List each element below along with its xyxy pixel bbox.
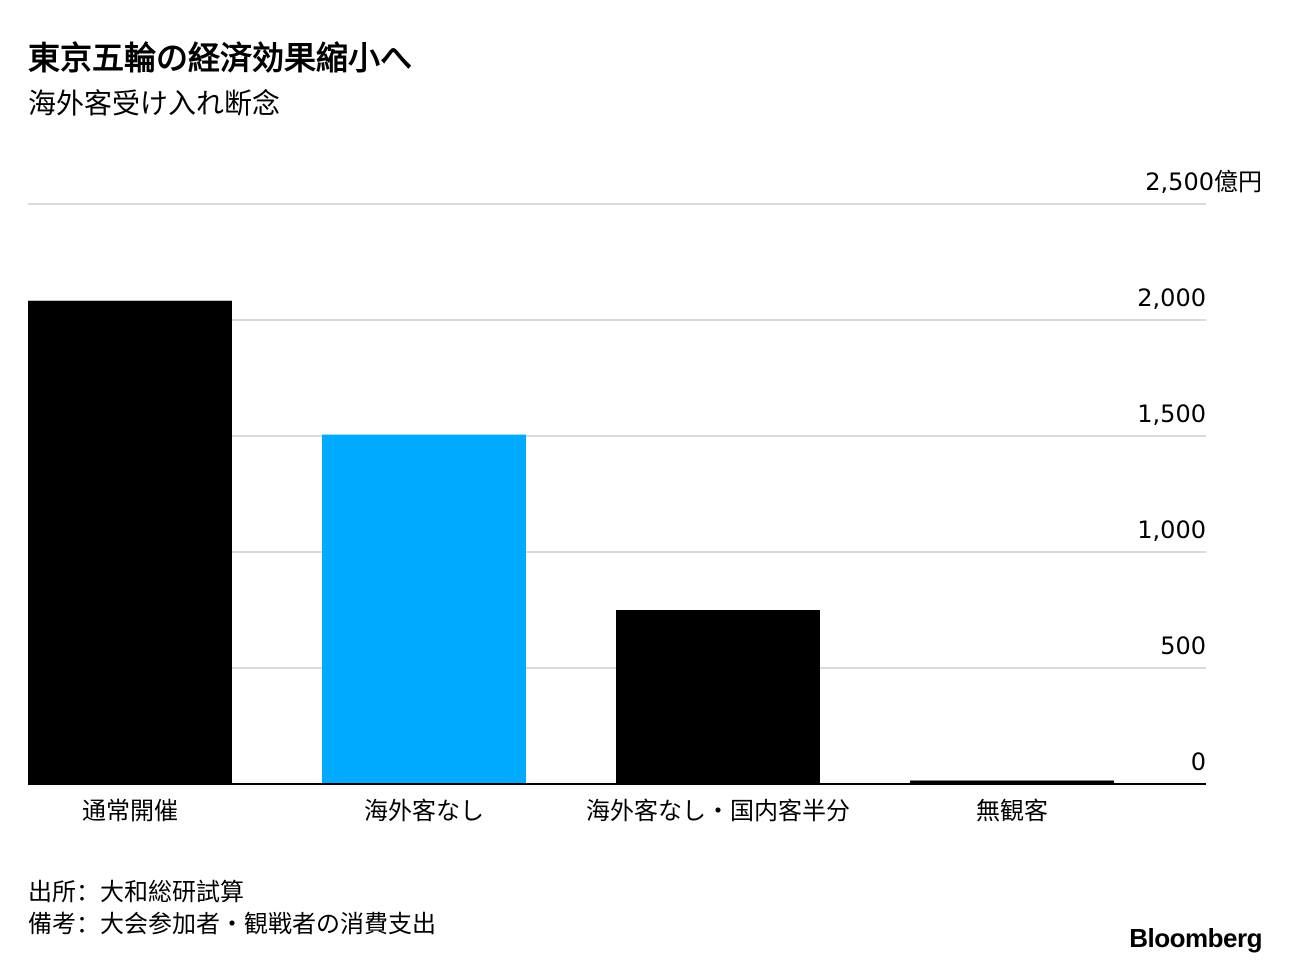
- x-category-label: 無観客: [976, 797, 1048, 825]
- bar: [910, 780, 1114, 784]
- x-category-label: 海外客なし・国内客半分: [586, 797, 850, 825]
- bar-chart: 0 500 1,000 1,500 2,000 2,500億円 通常開催 海外客なし 海外客な…: [28, 168, 1262, 825]
- bar: [616, 610, 820, 784]
- chart-title: 東京五輪の経済効果縮小へ: [28, 39, 413, 77]
- chart-subtitle: 海外客受け入れ断念: [28, 87, 281, 120]
- source-note: 出所：大和総研試算: [28, 878, 244, 906]
- y-tick-label: 2,000: [1137, 284, 1206, 312]
- bloomberg-logo: Bloomberg: [1129, 923, 1262, 953]
- x-category-label: 通常開催: [82, 797, 178, 825]
- bar: [322, 434, 526, 784]
- y-tick-label: 500: [1160, 632, 1206, 660]
- footnotes: 出所：大和総研試算 備考：大会参加者・観戦者の消費支出: [28, 876, 436, 940]
- y-tick-label: 1,000: [1137, 516, 1206, 544]
- bars: [28, 300, 1114, 784]
- bar: [28, 300, 232, 784]
- y-tick-label: 1,500: [1137, 400, 1206, 428]
- x-axis-categories: 通常開催 海外客なし 海外客なし・国内客半分 無観客: [82, 797, 1048, 825]
- y-tick-label: 0: [1191, 748, 1206, 776]
- x-category-label: 海外客なし: [364, 797, 484, 825]
- y-tick-label: 2,500億円: [1145, 168, 1262, 196]
- remark-note: 備考：大会参加者・観戦者の消費支出: [28, 910, 436, 938]
- y-axis-ticks: 0 500 1,000 1,500 2,000 2,500億円: [1137, 168, 1262, 776]
